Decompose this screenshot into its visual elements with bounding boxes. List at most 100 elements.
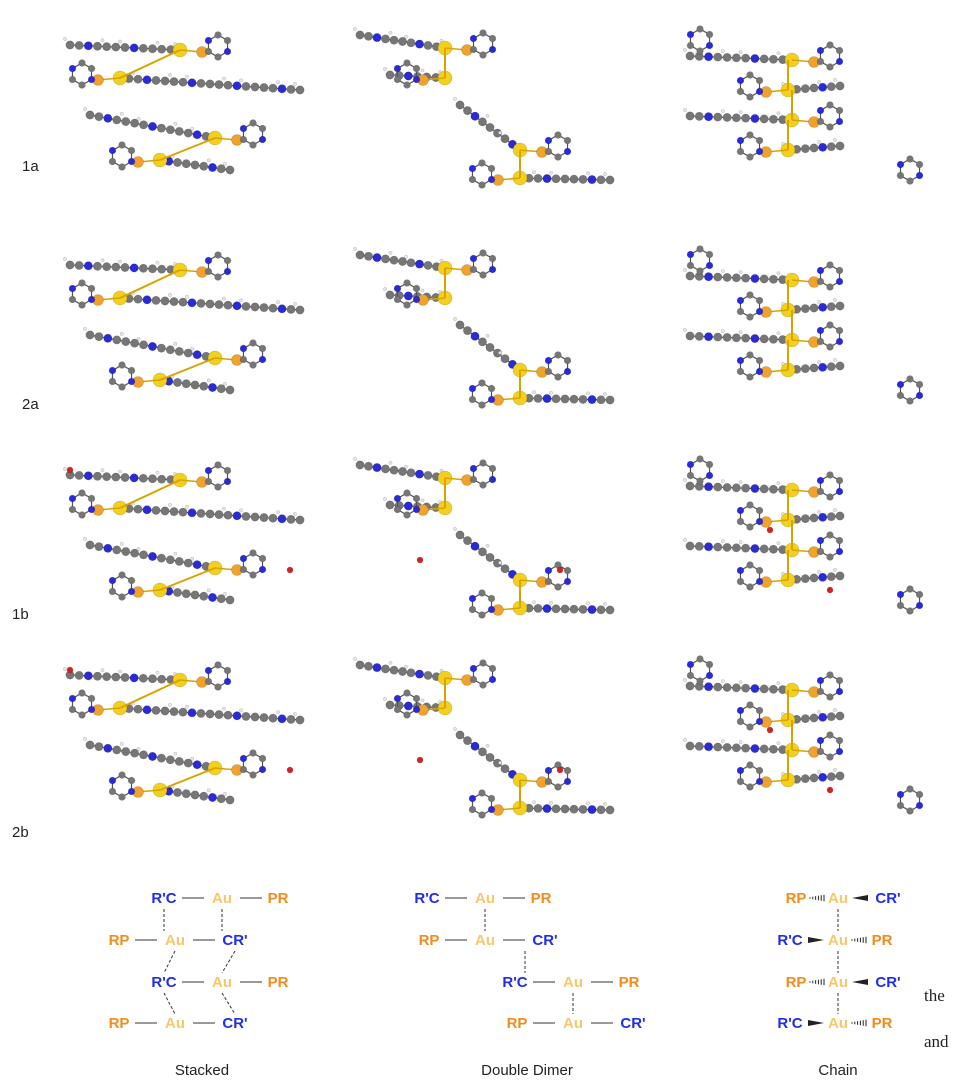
hydrogen-atom: [817, 570, 821, 574]
pyridyl-ring-atom: [705, 460, 714, 469]
phosphine-cage-atom: [826, 671, 834, 679]
pyridyl-ring-atom: [915, 801, 924, 810]
phosphine-cage-atom: [563, 367, 572, 376]
phosphine-cage-atom: [108, 776, 117, 785]
phosphine-cage-atom: [204, 256, 213, 265]
pyridyl-ring-atom: [906, 177, 914, 185]
phosphine-cage-atom: [835, 487, 844, 496]
phosphine-cage-atom: [826, 471, 834, 479]
oxygen-atom: [416, 756, 424, 764]
carbon-atom: [83, 471, 93, 481]
chain-wedge-bond: [808, 1020, 824, 1026]
hydrogen-atom: [817, 140, 821, 144]
pyridyl-ring-atom: [696, 455, 704, 463]
carbon-atom: [139, 120, 149, 130]
phosphine-cage-atom: [249, 141, 257, 149]
phosphine-cage-atom: [127, 587, 136, 596]
carbon-atom: [142, 705, 152, 715]
phosphine-cage-atom: [393, 75, 402, 84]
phosphine-cage-atom: [736, 577, 745, 586]
carbon-atom: [259, 513, 269, 523]
carbon-atom: [500, 764, 510, 774]
carbon-atom: [112, 545, 122, 555]
carbon-atom: [156, 343, 166, 353]
phosphine-cage-atom: [746, 313, 754, 321]
carbon-atom: [85, 540, 95, 550]
phosphine-cage-atom: [487, 395, 496, 404]
carbon-atom: [216, 794, 226, 804]
stacked-contact: [163, 950, 176, 974]
hydrogen-atom: [720, 739, 725, 743]
carbon-atom: [587, 175, 597, 185]
carbon-atom: [214, 80, 224, 90]
carbon-atom: [818, 82, 828, 92]
carbon-atom: [372, 463, 382, 473]
carbon-atom: [826, 712, 836, 722]
carbon-atom: [704, 542, 714, 552]
carbon-atom: [277, 84, 287, 94]
carbon-atom: [372, 253, 382, 263]
phosphine-cage-atom: [826, 321, 834, 329]
phosphine-cage-atom: [412, 284, 421, 293]
phosphine-cage-atom: [826, 731, 834, 739]
carbon-atom: [102, 672, 112, 682]
hydrogen-atom: [683, 738, 687, 742]
carbon-atom: [818, 572, 828, 582]
hydrogen-atom: [63, 667, 67, 671]
carbon-atom: [372, 663, 382, 673]
phosphine-cage-atom: [87, 694, 96, 703]
carbon-atom: [596, 175, 606, 185]
carbon-atom: [835, 361, 845, 371]
carbon-atom: [477, 337, 487, 347]
carbon-atom: [835, 771, 845, 781]
carbon-atom: [578, 174, 588, 184]
hydrogen-atom: [833, 768, 837, 772]
carbon-atom: [713, 542, 723, 552]
carbon-atom: [759, 274, 769, 284]
dimer-r2-gold: Au: [475, 932, 495, 949]
dimer-r2-acetylide-right: CR': [532, 932, 557, 949]
phosphine-cage-atom: [835, 326, 844, 335]
phosphine-cage-atom: [479, 249, 487, 257]
dimer-r4-gold: Au: [563, 1015, 583, 1032]
phosphine-cage-atom: [214, 251, 222, 259]
carbon-atom: [750, 684, 760, 694]
phosphine-cage-atom: [214, 53, 222, 61]
carbon-atom: [160, 296, 170, 306]
phosphine-cage-atom: [118, 771, 126, 779]
carbon-atom: [759, 684, 769, 694]
carbon-atom: [205, 709, 215, 719]
phosphine-cage-atom: [239, 765, 248, 774]
phosphine-cage-atom: [403, 301, 411, 309]
carbon-atom: [241, 301, 251, 311]
carbon-atom: [826, 772, 836, 782]
hydrogen-atom: [190, 756, 195, 761]
carbon-atom: [389, 465, 399, 475]
carbon-atom: [809, 713, 819, 723]
carbon-atom: [704, 272, 714, 282]
hydrogen-atom: [683, 48, 687, 52]
carbon-atom: [731, 683, 741, 693]
phosphine-cage-atom: [736, 517, 745, 526]
carbon-atom: [355, 250, 365, 260]
carbon-atom: [223, 710, 233, 720]
phosphine-cage-atom: [78, 279, 86, 287]
phosphine-cage-atom: [835, 747, 844, 756]
hydrogen-atom: [206, 158, 211, 163]
oxygen-atom: [766, 726, 774, 734]
pyridyl-ring-atom: [696, 655, 704, 663]
carbon-atom: [121, 547, 131, 557]
dimer-r4-phosphine-left: RP: [507, 1015, 528, 1032]
phosphine-cage-atom: [127, 787, 136, 796]
stacked-r1-phosphine: PR: [268, 890, 289, 907]
pyridyl-ring-atom: [906, 585, 914, 593]
phosphine-cage-atom: [826, 493, 834, 501]
carbon-atom: [286, 714, 296, 724]
hydrogen-atom: [293, 302, 297, 306]
phosphine-cage-atom: [544, 766, 553, 775]
phosphine-cage-atom: [736, 367, 745, 376]
carbon-atom: [560, 174, 570, 184]
carbon-atom: [121, 337, 131, 347]
carbon-atom: [93, 41, 103, 51]
phosphine-cage-atom: [816, 487, 825, 496]
